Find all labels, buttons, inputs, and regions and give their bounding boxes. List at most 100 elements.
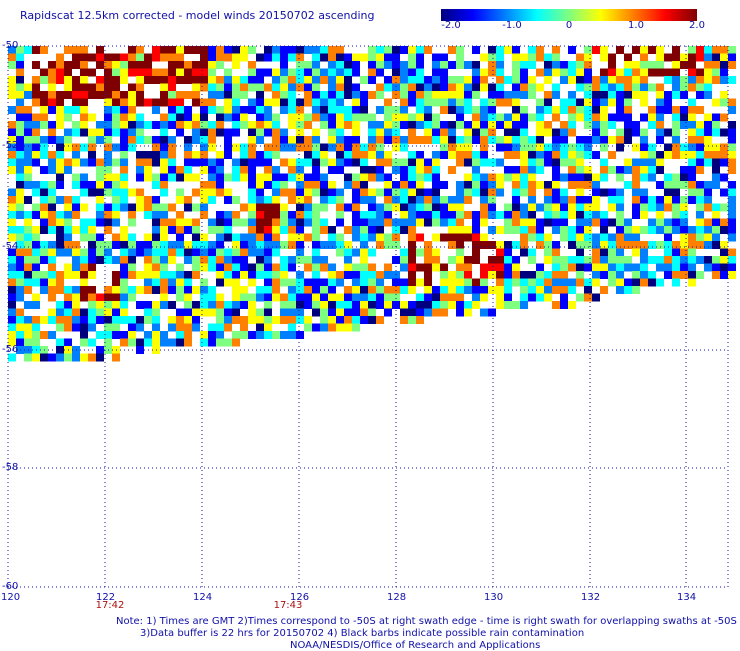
data-cell [656,158,664,167]
data-cell [680,53,688,62]
data-cell [224,226,232,234]
data-cell [320,181,328,189]
data-cell [616,128,624,137]
data-cell [160,256,168,264]
data-cell [656,196,664,204]
data-cell [552,188,560,197]
data-cells [8,46,736,362]
data-cell [728,218,736,227]
data-cell [96,128,104,137]
data-cell [384,98,392,107]
data-cell [48,68,56,77]
data-cell [112,233,120,242]
data-cell [728,226,736,234]
data-cell [392,301,400,309]
data-cell [288,188,296,197]
data-cell [536,278,544,287]
data-cell [320,91,328,99]
data-cell [576,166,584,174]
data-cell [432,181,440,189]
data-cell [200,121,208,129]
data-cell [48,308,56,317]
data-cell [136,91,144,99]
data-cell [32,113,40,122]
data-cell [312,151,320,159]
data-cell [368,293,376,302]
data-cell [64,68,72,77]
data-cell [344,61,352,69]
data-cell [456,61,464,69]
data-cell [624,61,632,69]
data-cell [440,293,448,302]
data-cell [472,46,480,54]
data-cell [608,203,616,212]
data-cell [352,158,360,167]
data-cell [400,121,408,129]
data-cell [416,68,424,77]
data-cell [120,188,128,197]
data-cell [568,196,576,204]
data-cell [104,181,112,189]
data-cell [424,91,432,99]
data-cell [312,173,320,182]
data-cell [536,181,544,189]
data-cell [384,136,392,144]
data-cell [336,316,344,324]
data-cell [536,158,544,167]
data-cell [120,91,128,99]
data-cell [120,316,128,324]
data-cell [688,278,696,287]
data-cell [616,256,624,264]
data-cell [640,278,648,287]
data-cell [424,113,432,122]
data-cell [344,323,352,332]
data-cell [304,68,312,77]
data-cell [560,61,568,69]
data-cell [576,211,584,219]
data-cell [456,106,464,114]
data-cell [296,301,304,309]
data-cell [312,203,320,212]
data-cell [56,211,64,219]
data-cell [424,203,432,212]
data-cell [40,278,48,287]
data-cell [160,121,168,129]
data-cell [632,226,640,234]
data-cell [168,91,176,99]
data-cell [432,308,440,317]
data-cell [544,121,552,129]
data-cell [400,143,408,152]
data-cell [48,331,56,339]
data-cell [280,226,288,234]
data-cell [152,263,160,272]
data-cell [240,286,248,294]
data-cell [256,106,264,114]
data-cell [120,293,128,302]
data-cell [560,286,568,294]
data-cell [472,106,480,114]
data-cell [464,301,472,309]
data-cell [584,46,592,54]
data-cell [40,98,48,107]
data-cell [360,98,368,107]
data-cell [40,271,48,279]
data-cell [128,286,136,294]
data-cell [568,61,576,69]
data-cell [536,83,544,92]
data-cell [64,263,72,272]
data-cell [512,271,520,279]
data-cell [296,286,304,294]
data-cell [432,98,440,107]
data-cell [56,76,64,84]
data-cell [432,113,440,122]
data-cell [568,91,576,99]
data-cell [256,173,264,182]
data-cell [408,248,416,257]
data-cell [688,76,696,84]
data-cell [480,76,488,84]
data-cell [464,98,472,107]
data-cell [664,263,672,272]
data-cell [88,263,96,272]
data-cell [64,248,72,257]
data-cell [520,91,528,99]
